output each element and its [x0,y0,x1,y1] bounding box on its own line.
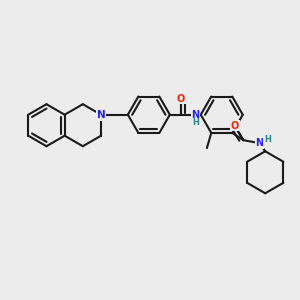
Text: N: N [97,110,105,120]
Text: O: O [177,94,185,104]
Text: O: O [230,121,239,130]
Text: H: H [192,118,199,127]
Text: H: H [264,135,271,144]
Text: N: N [191,110,200,120]
Text: N: N [255,138,263,148]
